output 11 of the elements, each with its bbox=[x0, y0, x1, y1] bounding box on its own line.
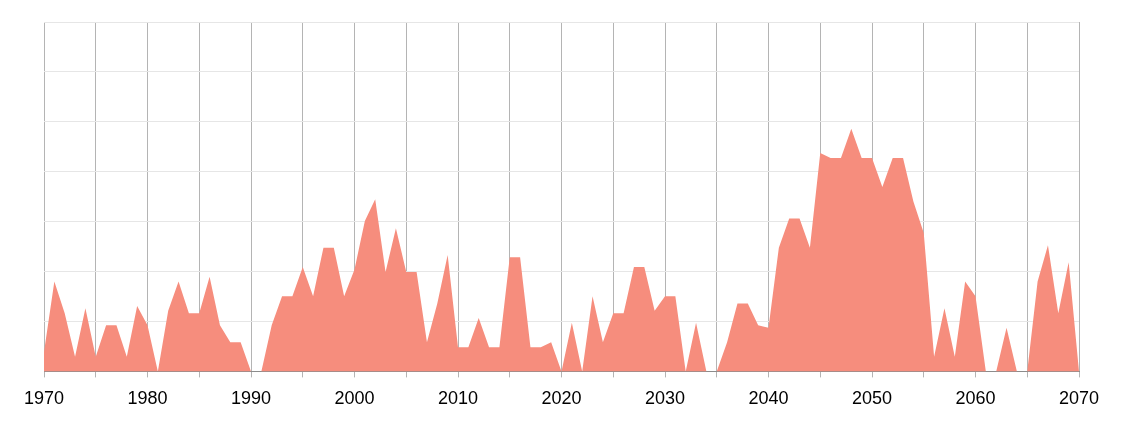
x-tick-label: 2000 bbox=[334, 388, 375, 409]
x-tick-label: 1990 bbox=[230, 388, 272, 409]
x-tick-label: 2030 bbox=[644, 388, 686, 409]
x-tick-label: 2070 bbox=[1058, 388, 1100, 409]
x-tick-label: 2020 bbox=[541, 388, 582, 409]
x-tick-label: 1980 bbox=[127, 388, 168, 409]
x-tick-label: 1970 bbox=[23, 388, 65, 409]
x-tick-label: 2040 bbox=[748, 388, 789, 409]
x-tick-label: 2010 bbox=[437, 388, 479, 409]
x-tick-label: 2050 bbox=[851, 388, 893, 409]
x-tick-label: 2060 bbox=[955, 388, 996, 409]
